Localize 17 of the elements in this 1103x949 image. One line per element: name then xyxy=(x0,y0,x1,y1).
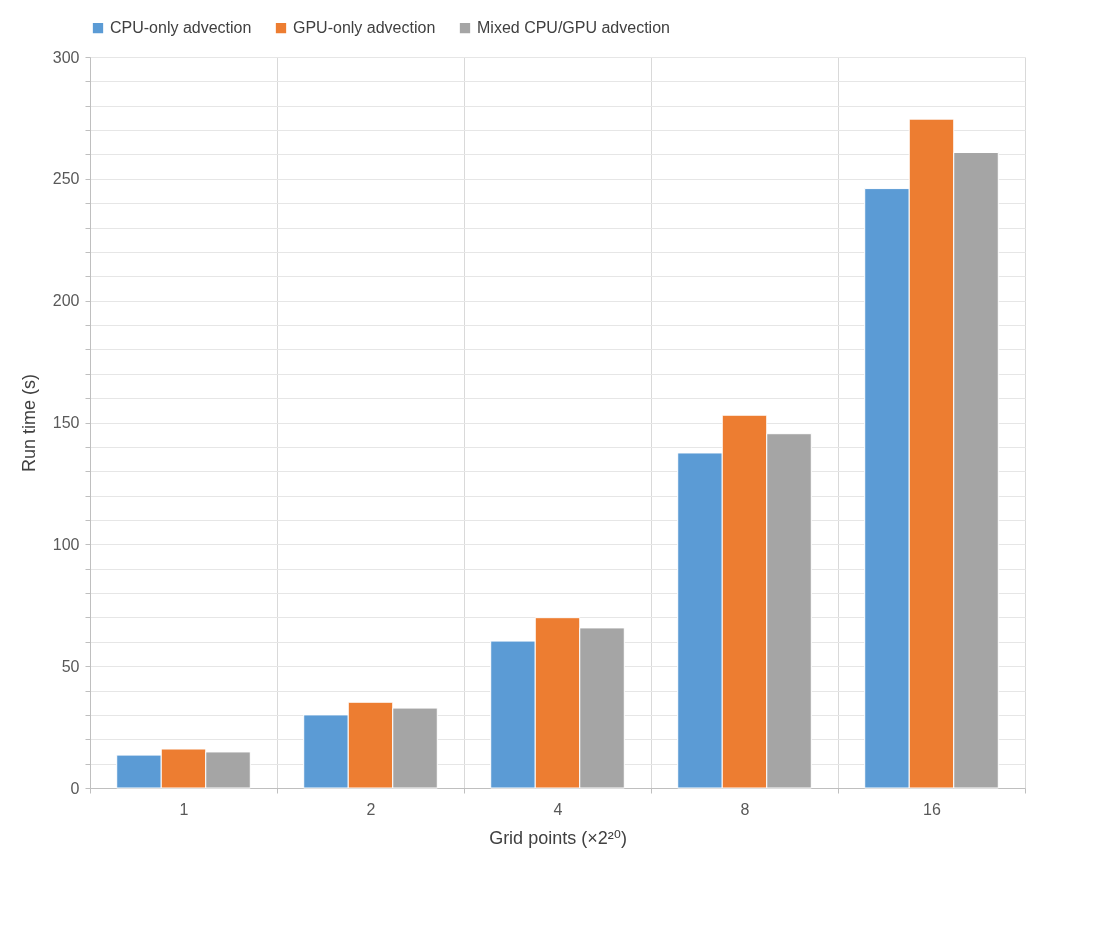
x-tick-label: 16 xyxy=(923,800,941,818)
x-tick-label: 1 xyxy=(179,800,189,818)
y-tick-label: 0 xyxy=(70,779,80,797)
y-tick-label: 150 xyxy=(52,414,80,431)
legend-label: GPU-only advection xyxy=(293,19,436,37)
x-axis-title: Grid points (×2²⁰) xyxy=(489,827,627,848)
y-tick-label: 50 xyxy=(61,657,80,675)
x-tick-label: 2 xyxy=(366,800,376,818)
x-tick-label: 4 xyxy=(553,800,563,818)
y-tick-label: 250 xyxy=(52,170,80,188)
y-tick-label: 100 xyxy=(52,535,80,553)
x-tick-label: 8 xyxy=(740,800,750,818)
y-axis-title: Run time (s) xyxy=(18,373,39,473)
y-tick-label: 300 xyxy=(52,48,80,66)
y-tick-label: 200 xyxy=(52,292,80,310)
legend-label: Mixed CPU/GPU advection xyxy=(477,19,670,37)
legend-label: CPU-only advection xyxy=(110,19,252,37)
